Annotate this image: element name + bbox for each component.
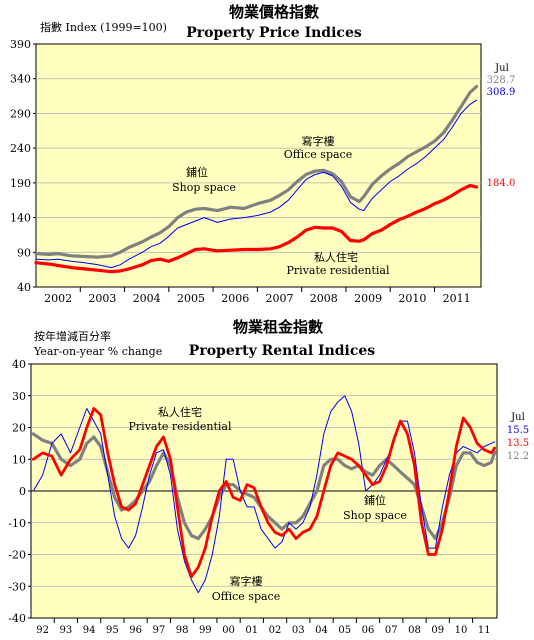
price-y-tick-label: 190 [10, 177, 31, 190]
price-chart-title-zh: 物業價格指數 [229, 3, 319, 21]
rental-chart-title-zh: 物業租金指數 [233, 318, 323, 336]
price-label-shop-zh: 鋪位 [186, 165, 208, 179]
price-latest-residential: 184.0 [487, 178, 516, 189]
rental-x-tick-label: 08 [408, 625, 421, 636]
rental-label-shop-en: Shop space [343, 509, 407, 522]
rental-x-tick-label: 11 [478, 625, 491, 636]
rental-chart-ylabel-zh: 按年增減百分率 [34, 329, 111, 343]
price-y-tick-label: 140 [10, 212, 31, 225]
rental-chart-x-ticks: 92 93 94 95 96 97 98 99 00 01 02 03 04 05 06 07 08 09 10 11 [36, 618, 491, 636]
rental-x-tick-label: 03 [292, 625, 305, 636]
price-chart-x-ticks: 2002 2003 2004 2005 2006 2007 2008 2009 2010 2011 [44, 287, 471, 305]
price-series-line-shop-space [34, 84, 479, 259]
price-x-tick-label: 2008 [310, 292, 338, 305]
price-latest-office: 308.9 [487, 87, 516, 98]
rental-x-tick-label: 99 [199, 625, 212, 636]
rental-x-tick-label: 09 [431, 625, 444, 636]
rental-y-tick-label: 30 [12, 390, 26, 403]
rental-chart-ylabel: Year-on-year % change [33, 345, 162, 358]
rental-x-tick-label: 98 [176, 625, 189, 636]
rental-x-tick-label: 95 [106, 625, 119, 636]
price-chart-title: Property Price Indices [186, 25, 362, 41]
rental-chart: 物業租金指數 Property Rental Indices 按年增減百分率 Y… [8, 318, 529, 636]
rental-latest-shop: 12.2 [507, 451, 529, 462]
rental-label-shop-zh: 鋪位 [364, 493, 386, 507]
price-x-tick-label: 2004 [133, 292, 161, 305]
rental-y-tick-label: -30 [8, 580, 26, 593]
rental-latest-office: 15.5 [507, 425, 529, 436]
rental-y-tick-label: -20 [8, 549, 26, 562]
price-latest-shop: 328.7 [487, 75, 516, 86]
price-x-tick-label: 2010 [398, 292, 426, 305]
price-series-line-private-residential [34, 184, 479, 274]
rental-latest-residential: 13.5 [507, 438, 529, 449]
price-y-tick-label: 240 [10, 142, 31, 155]
price-latest-month: Jul [494, 63, 509, 74]
rental-y-tick-label: -10 [8, 517, 26, 530]
price-chart-plot-area [35, 43, 482, 288]
price-label-shop-en: Shop space [172, 181, 236, 194]
rental-x-tick-label: 06 [362, 625, 375, 636]
rental-x-tick-label: 92 [36, 625, 49, 636]
rental-x-tick-label: 05 [338, 625, 351, 636]
price-y-tick-label: 90 [17, 246, 31, 259]
rental-y-tick-label: 10 [12, 453, 26, 466]
rental-label-residential-zh: 私人住宅 [158, 405, 202, 419]
rental-chart-title: Property Rental Indices [189, 343, 376, 359]
rental-label-office-zh: 寫字樓 [230, 574, 263, 588]
rental-x-tick-label: 00 [222, 625, 235, 636]
price-y-tick-label: 290 [10, 107, 31, 120]
rental-x-tick-label: 01 [245, 625, 258, 636]
rental-label-residential-en: Private residential [129, 420, 232, 433]
rental-latest-month: Jul [510, 412, 525, 423]
rental-x-tick-label: 02 [269, 625, 282, 636]
rental-label-office-en: Office space [212, 590, 280, 603]
rental-chart-y-ticks: -40 -30 -20 -10 0 10 20 30 40 [8, 358, 31, 625]
rental-x-tick-label: 07 [385, 625, 398, 636]
rental-y-tick-label: 0 [19, 485, 26, 498]
rental-series-line-office-space [32, 395, 496, 594]
rental-y-tick-label: 20 [12, 422, 26, 435]
price-x-tick-label: 2011 [443, 292, 471, 305]
rental-series-line-private-residential [31, 407, 497, 579]
price-x-tick-label: 2002 [44, 292, 72, 305]
price-x-tick-label: 2005 [177, 292, 205, 305]
rental-chart-lines [31, 395, 497, 594]
price-label-office-en: Office space [284, 148, 352, 161]
price-chart-ylabel: 指數 Index (1999=100) [40, 20, 167, 34]
price-y-tick-label: 40 [17, 281, 31, 294]
price-chart: 物業價格指數 Property Price Indices 指數 Index (… [10, 3, 515, 305]
rental-x-tick-label: 04 [315, 625, 328, 636]
price-x-tick-label: 2003 [88, 292, 116, 305]
price-chart-y-ticks: 40 90 140 190 240 290 340 390 [10, 38, 36, 294]
rental-x-tick-label: 10 [455, 625, 468, 636]
price-label-residential-zh: 私人住宅 [314, 250, 358, 264]
rental-x-tick-label: 93 [59, 625, 72, 636]
price-y-tick-label: 340 [10, 73, 31, 86]
price-chart-lines [34, 84, 479, 274]
price-x-tick-label: 2007 [266, 292, 294, 305]
rental-x-tick-label: 97 [152, 625, 165, 636]
rental-x-tick-label: 94 [83, 625, 96, 636]
price-label-office-zh: 寫字樓 [302, 134, 335, 148]
price-x-tick-label: 2009 [354, 292, 382, 305]
rental-y-tick-label: 40 [12, 358, 26, 371]
price-y-tick-label: 390 [10, 38, 31, 51]
price-x-tick-label: 2006 [221, 292, 249, 305]
price-series-line-office-space [35, 99, 478, 269]
rental-series-line-shop-space [31, 432, 497, 541]
rental-y-tick-label: -40 [8, 612, 26, 625]
rental-x-tick-label: 96 [129, 625, 142, 636]
price-label-residential-en: Private residential [287, 264, 390, 277]
